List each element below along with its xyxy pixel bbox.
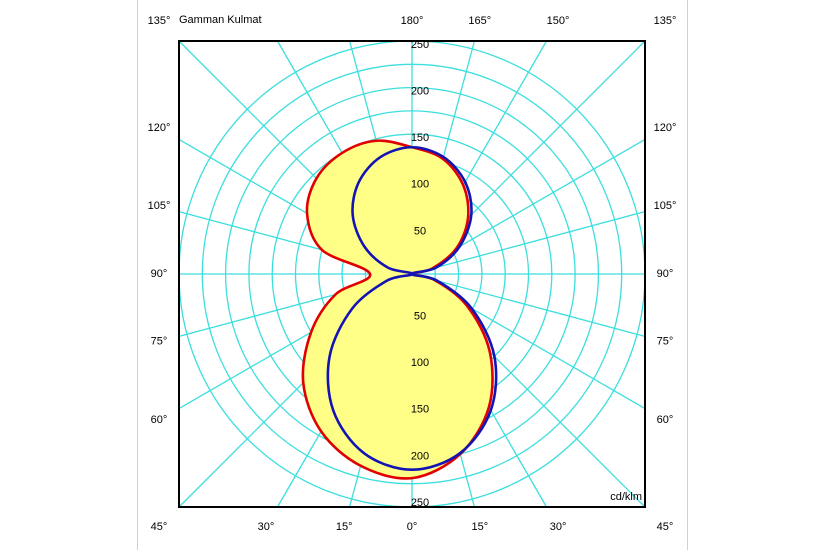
grid-line xyxy=(411,273,646,338)
angle-tick-label: 135° xyxy=(148,15,171,27)
plot-frame xyxy=(178,40,646,508)
angle-tick-label: 75° xyxy=(657,336,674,348)
angle-tick-label: 120° xyxy=(148,122,171,134)
angle-tick-label: 15° xyxy=(336,521,353,533)
angle-tick-label: 135° xyxy=(654,15,677,27)
angle-tick-label: 45° xyxy=(657,521,674,533)
r-tick-label: 200 xyxy=(411,86,429,98)
grid-line xyxy=(411,210,646,275)
angle-tick-label: 105° xyxy=(654,200,677,212)
angle-tick-label: 60° xyxy=(151,414,168,426)
unit-label: cd/klm xyxy=(610,491,642,503)
r-tick-label: 200 xyxy=(411,450,429,462)
angle-tick-label: 75° xyxy=(151,336,168,348)
r-tick-label: 50 xyxy=(414,225,426,237)
angle-tick-label: 90° xyxy=(657,268,674,280)
angle-tick-label: 45° xyxy=(151,521,168,533)
angle-tick-label: 120° xyxy=(654,122,677,134)
angle-tick-label: 0° xyxy=(407,521,418,533)
angle-tick-label: 105° xyxy=(148,200,171,212)
series-line xyxy=(326,145,498,472)
r-tick-label: 100 xyxy=(411,357,429,369)
r-tick-label: 100 xyxy=(411,179,429,191)
plot-area xyxy=(178,40,646,508)
r-tick-label: 150 xyxy=(411,132,429,144)
angle-tick-label: 30° xyxy=(550,521,567,533)
r-tick-label: 50 xyxy=(414,311,426,323)
angle-tick-label: 165° xyxy=(468,15,491,27)
series-line xyxy=(301,139,494,480)
r-tick-label: 250 xyxy=(411,497,429,509)
angle-tick-label: 30° xyxy=(258,521,275,533)
angle-tick-label: 90° xyxy=(151,268,168,280)
angle-tick-label: 150° xyxy=(547,15,570,27)
angle-tick-label: 60° xyxy=(657,414,674,426)
angle-tick-label: 15° xyxy=(471,521,488,533)
angle-tick-label: 180° xyxy=(401,15,424,27)
r-tick-label: 150 xyxy=(411,404,429,416)
chart-title: Gamman Kulmat xyxy=(179,14,262,26)
